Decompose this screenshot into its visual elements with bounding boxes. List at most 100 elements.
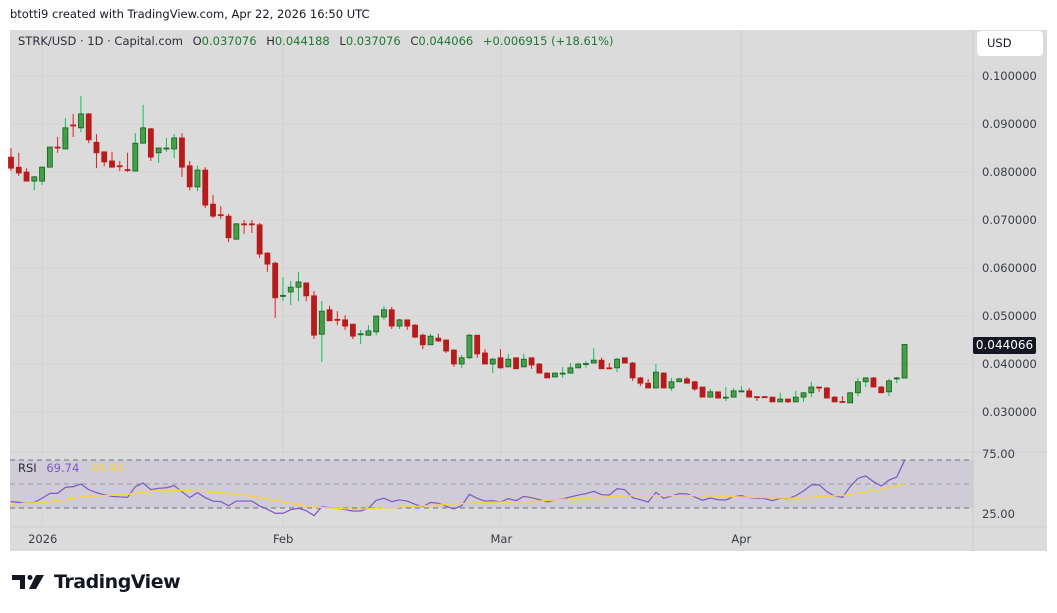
price-tick-label: 0.100000 xyxy=(982,69,1037,83)
candle-body xyxy=(520,358,527,368)
candle-body xyxy=(241,223,248,226)
price-tick-label: 0.060000 xyxy=(982,261,1037,275)
time-tick-label: 2026 xyxy=(28,532,57,546)
last-price-badge: 0.044066 xyxy=(973,337,1036,354)
time-tick-label: Feb xyxy=(273,532,293,546)
candle xyxy=(559,366,566,378)
candle-body xyxy=(831,396,838,403)
candle xyxy=(365,325,372,337)
candle xyxy=(497,349,504,369)
candle xyxy=(179,133,185,177)
chart-credit: btotti9 created with TradingView.com, Ap… xyxy=(10,7,370,21)
change-value: +0.006915 (+18.61%) xyxy=(482,34,614,48)
candle-body xyxy=(248,223,255,226)
tradingview-logo[interactable]: TradingView xyxy=(12,571,181,593)
candle xyxy=(544,372,551,379)
candle xyxy=(171,134,178,159)
symbol-label[interactable]: STRK/USD · 1D · Capital.com xyxy=(18,34,183,48)
candle xyxy=(225,213,232,243)
candle-body xyxy=(482,352,488,365)
candle-body xyxy=(39,166,45,182)
candle-body xyxy=(295,281,302,288)
candle-body xyxy=(272,262,279,299)
candle-body xyxy=(326,309,333,322)
candle-body xyxy=(754,396,760,399)
rsi-tick-label: 75.00 xyxy=(982,447,1015,461)
close-label: C xyxy=(410,34,419,48)
candle-body xyxy=(116,165,123,168)
candle xyxy=(637,376,644,387)
candle-body xyxy=(870,377,877,388)
candle xyxy=(186,160,193,191)
candle-body xyxy=(23,171,30,182)
candle xyxy=(901,343,908,379)
candle xyxy=(31,175,38,191)
candle xyxy=(505,353,512,368)
candle xyxy=(427,333,434,346)
candle xyxy=(870,376,877,388)
candle xyxy=(893,376,900,384)
candle xyxy=(419,333,426,350)
candle xyxy=(590,348,597,364)
candle xyxy=(342,315,349,330)
low-label: L xyxy=(339,34,346,48)
candle-body xyxy=(78,113,84,129)
ohlc-legend: STRK/USD · 1D · Capital.com O0.037076 H0… xyxy=(18,34,620,48)
candle-body xyxy=(707,391,714,398)
price-tick-label: 0.090000 xyxy=(982,117,1037,131)
candle xyxy=(210,195,216,219)
candle-body xyxy=(318,310,325,335)
tradingview-logo-icon xyxy=(12,575,44,589)
candle xyxy=(194,165,201,192)
candle xyxy=(62,118,69,150)
candle-body xyxy=(357,333,364,336)
candle xyxy=(163,137,170,152)
candle-body xyxy=(699,386,706,398)
candle xyxy=(785,398,791,403)
candle-body xyxy=(349,323,356,337)
candle-body xyxy=(691,381,698,390)
candle xyxy=(303,282,310,302)
candle-body xyxy=(419,334,426,346)
price-tick-label: 0.040000 xyxy=(982,357,1037,371)
candle-body xyxy=(458,357,465,365)
candle xyxy=(233,222,240,240)
candle xyxy=(280,277,286,302)
rsi-pane xyxy=(10,459,973,517)
candle-body xyxy=(878,386,885,394)
candle-body xyxy=(217,214,224,217)
candle-body xyxy=(816,386,822,389)
candle-body xyxy=(792,396,799,403)
candle-body xyxy=(31,176,38,182)
candle xyxy=(552,372,558,378)
candle xyxy=(311,291,317,340)
candle-body xyxy=(256,224,263,255)
currency-button[interactable]: USD xyxy=(977,31,1043,56)
candle xyxy=(264,252,271,272)
candle-body xyxy=(746,390,753,398)
candle xyxy=(93,134,100,169)
logo-text: TradingView xyxy=(54,571,181,593)
candle xyxy=(816,386,822,392)
candle xyxy=(886,378,892,397)
candle-body xyxy=(435,337,442,342)
candle xyxy=(847,391,854,404)
open-label: O xyxy=(192,34,202,48)
candle xyxy=(862,376,869,388)
candle-body xyxy=(855,381,861,394)
candles xyxy=(8,96,908,404)
candle-body xyxy=(101,151,108,163)
candle-body xyxy=(171,137,178,150)
time-tick-label: Apr xyxy=(731,532,751,546)
candle xyxy=(85,112,92,144)
candle-body xyxy=(474,334,481,355)
candle xyxy=(777,392,784,403)
candle-body xyxy=(54,146,61,149)
candle-body xyxy=(722,396,729,399)
candle xyxy=(466,333,473,360)
candle-body xyxy=(559,372,566,375)
candle-body xyxy=(287,286,294,293)
candle-body xyxy=(373,315,380,333)
rsi-name[interactable]: RSI xyxy=(18,461,37,475)
